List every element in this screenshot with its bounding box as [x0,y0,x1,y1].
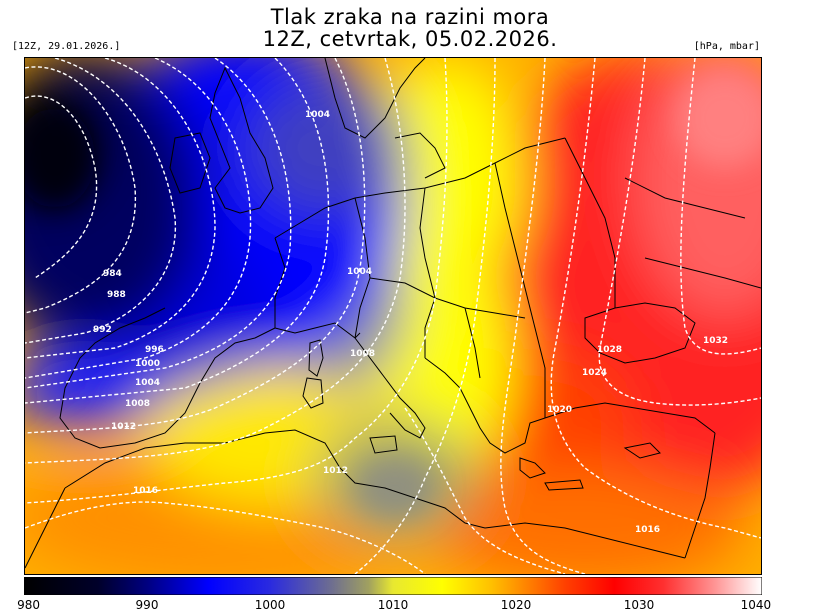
isobar-label: 1024 [582,368,607,378]
isobar-label: 988 [107,290,126,300]
isobar-label: 1032 [703,336,728,346]
isobar-label: 1004 [347,267,372,277]
isobar-label: 996 [145,345,164,355]
isobar-label: 1004 [305,110,330,120]
isobar-label: 1016 [635,525,660,535]
map-subtitle: 12Z, cetvrtak, 05.02.2026. [262,27,558,51]
run-label: [12Z, 29.01.2026.] [12,41,121,52]
colorbar-tick-label: 990 [135,598,159,612]
isobar-label: 1008 [125,399,150,409]
colorbar-tick-label: 980 [17,598,41,612]
colorbar-tick-label: 1020 [500,598,532,612]
colorbar-tick-label: 1030 [623,598,655,612]
isobar-label: 992 [93,325,112,335]
colorbar-tick-label: 1010 [377,598,409,612]
colorbar [23,576,763,596]
pressure-map: 984 988 992 996 1000 1004 1004 1004 1008… [24,57,762,575]
map-title: Tlak zraka na razini mora [270,5,550,29]
isobar-label: 1020 [547,405,572,415]
isobar-label: 1028 [597,345,622,355]
isobar-label: 1016 [133,486,158,496]
isobar-label: 1000 [135,359,160,369]
units-label: [hPa, mbar] [693,41,760,52]
isobar-label: 1004 [135,378,160,388]
pressure-field [25,58,761,574]
isobar-label: 1008 [350,349,375,359]
isobar-labels: 984 988 992 996 1000 1004 1004 1004 1008… [93,110,728,535]
colorbar-tick-label: 1040 [740,598,772,612]
colorbar-tick-label: 1000 [254,598,286,612]
isobars [25,58,761,574]
isobar-label: 984 [103,269,122,279]
isobar-label: 1012 [323,466,348,476]
isobar-label: 1012 [111,422,136,432]
coastlines [25,58,761,569]
